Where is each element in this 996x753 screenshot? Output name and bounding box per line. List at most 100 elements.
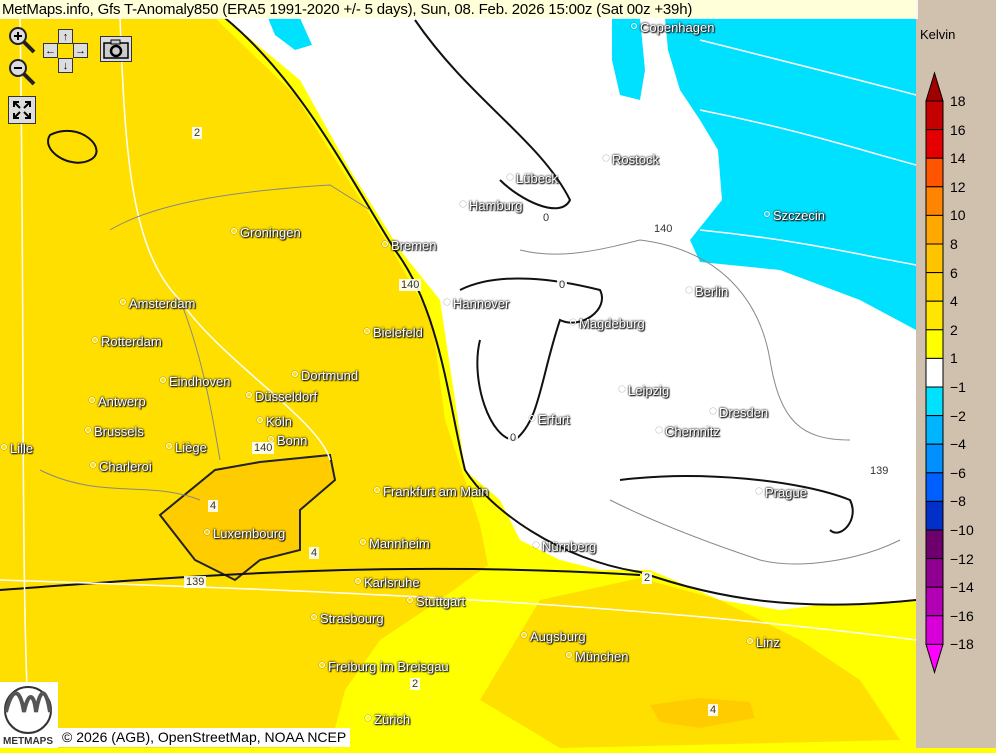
city-name: Groningen — [240, 225, 301, 240]
contour-label: 140 — [252, 442, 275, 454]
contour-label: 4 — [708, 704, 719, 716]
city-name: Chemnitz — [665, 424, 720, 439]
legend-label: 4 — [950, 293, 958, 310]
city-marker-icon — [319, 662, 325, 668]
legend-swatch — [925, 500, 944, 531]
city-marker-icon — [231, 228, 237, 234]
city-marker-icon — [292, 371, 298, 377]
city-label: Copenhagen — [631, 21, 714, 35]
city-marker-icon — [311, 614, 317, 620]
metmaps-logo-icon: METMAPS — [3, 686, 53, 747]
city-marker-icon — [570, 319, 576, 325]
anomaly-field-2-4 — [0, 18, 488, 748]
anomaly-field-4-6 — [158, 453, 337, 582]
legend-label: 12 — [950, 178, 966, 195]
city-name: Berlin — [695, 284, 729, 299]
city-label: Bremen — [382, 239, 437, 253]
legend-label: −12 — [950, 550, 974, 567]
city-label: Linz — [747, 636, 780, 650]
contour-label: 2 — [410, 678, 421, 690]
country-borders — [39, 184, 901, 565]
fullscreen-button[interactable] — [8, 96, 36, 124]
city-marker-icon — [257, 417, 263, 423]
anomaly-field-cold-small — [268, 18, 312, 50]
city-marker-icon — [360, 539, 366, 545]
city-label: Mannheim — [360, 537, 430, 551]
city-marker-icon — [631, 23, 637, 29]
legend-swatch — [925, 157, 944, 188]
legend-label: −8 — [950, 493, 966, 510]
legend-swatch — [925, 300, 944, 331]
contour-label: 140 — [399, 279, 422, 291]
legend-swatch — [925, 329, 944, 359]
anomaly-field-4-6-south — [650, 698, 755, 728]
city-label: Berlin — [686, 285, 728, 299]
legend-swatch — [925, 472, 944, 502]
anomaly-map[interactable] — [0, 0, 916, 748]
city-label: Stuttgart — [407, 595, 465, 609]
city-marker-icon — [89, 397, 95, 403]
metmaps-logo[interactable]: METMAPS — [0, 682, 58, 748]
city-label: Antwerp — [89, 395, 146, 409]
legend-swatch — [925, 129, 944, 159]
city-marker-icon — [85, 427, 91, 433]
city-label: Freiburg im Breisgau — [319, 660, 449, 674]
city-label: Strasbourg — [311, 612, 384, 626]
city-marker-icon — [444, 299, 450, 305]
anomaly-field-2-4-south — [480, 578, 900, 748]
city-marker-icon — [529, 415, 535, 421]
zoom-out-button[interactable] — [8, 58, 38, 93]
city-name: Dresden — [719, 405, 769, 420]
city-name: Stuttgart — [416, 594, 466, 609]
map-title: MetMaps.info, Gfs T-Anomaly850 (ERA5 199… — [0, 0, 918, 19]
legend-label: 10 — [950, 207, 966, 224]
city-marker-icon — [710, 408, 716, 414]
city-marker-icon — [686, 287, 692, 293]
legend-label: 2 — [950, 321, 958, 338]
legend-swatch — [925, 558, 944, 588]
pan-left-button[interactable]: ← — [43, 43, 58, 58]
city-marker-icon — [533, 542, 539, 548]
city-label: Brussels — [85, 425, 144, 439]
city-marker-icon — [166, 443, 172, 449]
color-legend: Kelvin 18 16 14 12 10 8 6 4 2 1 −1 −2 −4 −6 −8 −10 −12 −1… — [916, 0, 996, 748]
pan-right-button[interactable]: → — [73, 43, 88, 58]
legend-swatch — [925, 71, 944, 102]
city-label: Bonn — [268, 434, 307, 448]
city-label: Frankfurt am Main — [374, 485, 488, 499]
pan-down-button[interactable]: ↓ — [58, 58, 73, 73]
pan-up-button[interactable]: ↑ — [58, 29, 73, 44]
city-marker-icon — [460, 201, 466, 207]
zoom-in-button[interactable] — [8, 26, 38, 61]
city-name: Leipzig — [628, 383, 670, 398]
legend-color-bar — [925, 71, 944, 675]
geopotential-lines — [0, 17, 916, 748]
city-name: Rotterdam — [101, 334, 162, 349]
city-marker-icon — [268, 436, 274, 442]
legend-swatch — [925, 214, 944, 245]
legend-label: −4 — [950, 436, 966, 453]
city-marker-icon — [764, 211, 770, 217]
city-name: Szczecin — [773, 208, 826, 223]
city-label: Hamburg — [460, 199, 522, 213]
city-label: Dortmund — [292, 369, 358, 383]
city-name: Düsseldorf — [255, 389, 318, 404]
legend-swatch — [925, 357, 944, 388]
city-marker-icon — [365, 715, 371, 721]
city-name: Karlsruhe — [364, 575, 420, 590]
city-name: Köln — [266, 414, 293, 429]
city-name: München — [575, 649, 629, 664]
legend-swatch — [925, 186, 944, 216]
city-marker-icon — [364, 328, 370, 334]
screenshot-button[interactable] — [100, 36, 132, 62]
city-label: Köln — [257, 415, 292, 429]
city-label: Liège — [166, 441, 207, 455]
legend-label: 8 — [950, 236, 958, 252]
city-marker-icon — [507, 174, 513, 180]
contour-label: 4 — [208, 500, 219, 512]
city-label: Zürich — [365, 713, 410, 727]
city-name: Nürnberg — [542, 539, 597, 554]
city-label: Luxembourg — [204, 527, 285, 541]
city-name: Liège — [175, 440, 207, 455]
city-marker-icon — [747, 638, 753, 644]
